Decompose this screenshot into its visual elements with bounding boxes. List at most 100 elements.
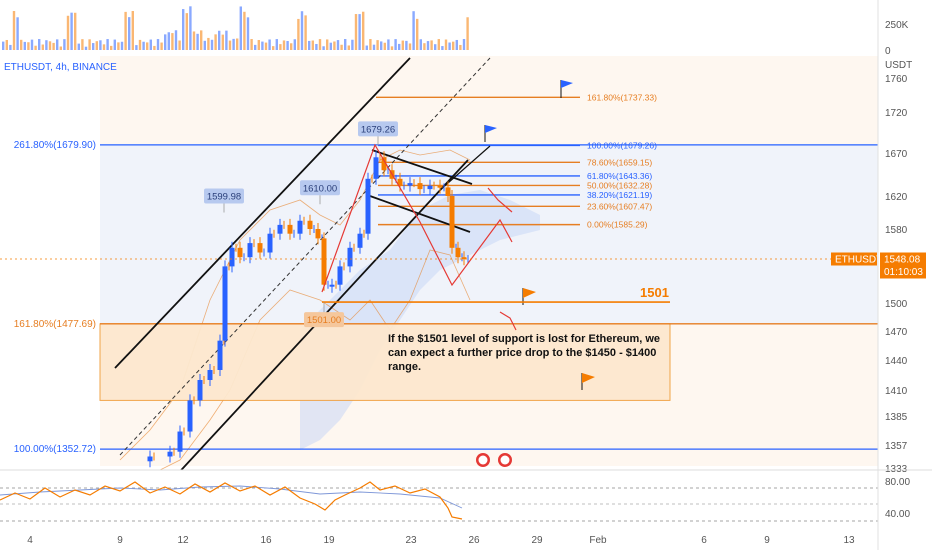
volume-bar [254,44,257,50]
price-tick: 1385 [885,412,908,423]
volume-bar [455,39,458,50]
volume-bar [322,46,325,50]
current-price-badge[interactable]: ETHUSDT 1548.08 01:10:03 [0,252,926,279]
volume-bar [329,42,332,50]
price-tick: 1410 [885,386,908,397]
candle [287,224,293,234]
volume-bar [5,39,8,50]
volume-bar [81,39,84,50]
time-tick: 9 [117,535,123,546]
volume-bar [304,15,307,51]
volume-bar [383,42,386,50]
volume-bar [246,17,250,50]
currency-label: USDT [885,60,912,71]
volume-bar [268,39,271,50]
flag-icon [560,80,573,98]
volume-bar [56,39,59,50]
price-callouts: 1599.98 1610.00 1679.26 1501.00 [204,121,398,328]
time-axis[interactable]: 4 9 12 16 19 23 26 29 Feb 6 9 13 [27,535,855,546]
us-flag-icon[interactable] [476,453,490,467]
volume-bar [380,41,383,50]
volume-bar [448,42,451,50]
volume-bar [182,9,185,50]
candles [147,151,469,468]
volume-bar [171,33,174,50]
target-zone [99,323,671,401]
volume-bar [34,45,37,50]
volume-bar [430,40,433,50]
time-tick: 13 [843,535,855,546]
fib-label: 261.80%(1679.90) [14,140,96,151]
time-tick: 12 [177,535,189,546]
volume-bar [372,44,376,50]
time-tick: 6 [701,535,707,546]
time-tick: Feb [589,535,607,546]
volume-bar [27,42,30,50]
candle [347,247,353,267]
price-tick: 1440 [885,356,908,367]
volume-bar [398,43,401,50]
volume-bar [272,46,275,50]
volume-bar [2,41,5,50]
volume-bar [318,39,322,50]
volume-bar [99,40,102,50]
volume-bar [189,6,192,50]
candle [373,157,379,179]
volume-bar [336,40,340,50]
price-tick: 1720 [885,108,908,119]
candle [381,157,387,171]
volume-bar [66,15,70,50]
volume-bar [311,40,314,50]
time-tick: 4 [27,535,33,546]
volume-bar [347,45,350,50]
volume-bar [142,41,145,50]
price-tick: 1670 [885,149,908,160]
fib-label: 38.20%(1621.19) [587,190,652,200]
rsi-line [0,481,463,520]
volume-bar [376,40,379,50]
volume-bar [394,39,397,50]
volume-bar [408,43,412,50]
volume-bar [9,44,12,50]
volume-bar [466,17,469,51]
volume-bar [225,30,228,50]
us-flag-icon[interactable] [498,453,512,467]
volume-bar [243,11,246,50]
bollinger-lower [149,249,471,476]
volume-bar [315,43,318,50]
candle [247,243,253,258]
volume-bar [131,11,134,50]
svg-text:1501.00: 1501.00 [307,315,341,326]
candle [449,196,455,248]
rsi-pane: 80.00 40.00 [0,469,932,526]
volume-bar [293,39,296,50]
volume-bar [192,31,196,50]
candle [207,370,213,380]
volume-bar [167,32,170,50]
current-price-value: 1548.08 [884,255,921,266]
volume-bar [344,39,347,50]
volume-bar [261,41,264,50]
volume-pane: 250K 0 [2,6,909,57]
volume-bar [74,12,77,50]
price-tick: 1357 [885,441,908,452]
candle [417,183,423,190]
volume-bar [423,43,426,50]
rsi-tick-40: 40.00 [885,509,910,520]
volume-bar [102,44,106,50]
volume-bar [308,40,311,50]
volume-bar [300,11,304,50]
volume-bar [48,41,52,50]
volume-bar [282,40,286,50]
volume-bar [228,40,232,50]
candle [461,257,467,260]
candle [267,233,273,253]
volume-bar [412,11,415,50]
volume-bar [124,11,127,51]
rsi-signal-line [0,485,463,509]
support-level: 1501 [322,285,670,303]
volume-bar [203,40,206,50]
volume-bar [164,34,167,50]
candle [197,380,203,401]
